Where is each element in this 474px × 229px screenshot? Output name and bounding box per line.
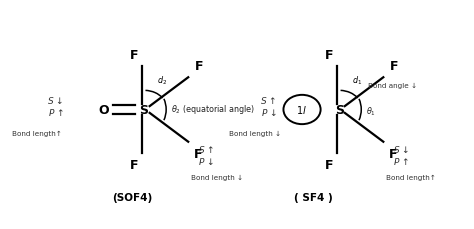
Text: $d_2$: $d_2$ [157, 75, 167, 87]
Text: $S$ ↓: $S$ ↓ [392, 144, 409, 155]
Text: S: S [335, 104, 344, 117]
Text: $\theta_1$: $\theta_1$ [366, 105, 376, 117]
Text: O: O [98, 104, 109, 117]
Text: F: F [129, 158, 138, 171]
Text: 1$\it{l}$: 1$\it{l}$ [296, 103, 307, 115]
Text: Bond length↑: Bond length↑ [386, 174, 436, 180]
Text: ( SF4 ): ( SF4 ) [294, 193, 333, 202]
Text: Bond length↑: Bond length↑ [11, 131, 62, 137]
Text: (SOF4): (SOF4) [112, 193, 153, 202]
Text: $P$ ↓: $P$ ↓ [198, 155, 213, 166]
Text: F: F [325, 49, 333, 62]
Text: F: F [129, 49, 138, 62]
Text: S: S [140, 104, 148, 117]
Text: F: F [390, 60, 399, 73]
Text: $\theta_2$ (equatorial angle): $\theta_2$ (equatorial angle) [171, 103, 255, 116]
Text: $P$ ↑: $P$ ↑ [392, 155, 409, 166]
Text: $P$ ↓: $P$ ↓ [261, 107, 276, 118]
Text: F: F [325, 158, 333, 171]
Text: F: F [389, 147, 398, 161]
Text: Bond angle ↓: Bond angle ↓ [368, 82, 418, 88]
Text: $S$ ↓: $S$ ↓ [47, 94, 64, 105]
Text: Bond length ↓: Bond length ↓ [191, 174, 243, 180]
Text: $d_1$: $d_1$ [352, 75, 362, 87]
Text: Bond length ↓: Bond length ↓ [229, 131, 281, 137]
Text: F: F [195, 60, 204, 73]
Text: $P$ ↑: $P$ ↑ [48, 107, 64, 118]
Text: $S$ ↑: $S$ ↑ [198, 144, 214, 155]
Text: F: F [194, 147, 203, 161]
Text: $S$ ↑: $S$ ↑ [260, 94, 276, 105]
